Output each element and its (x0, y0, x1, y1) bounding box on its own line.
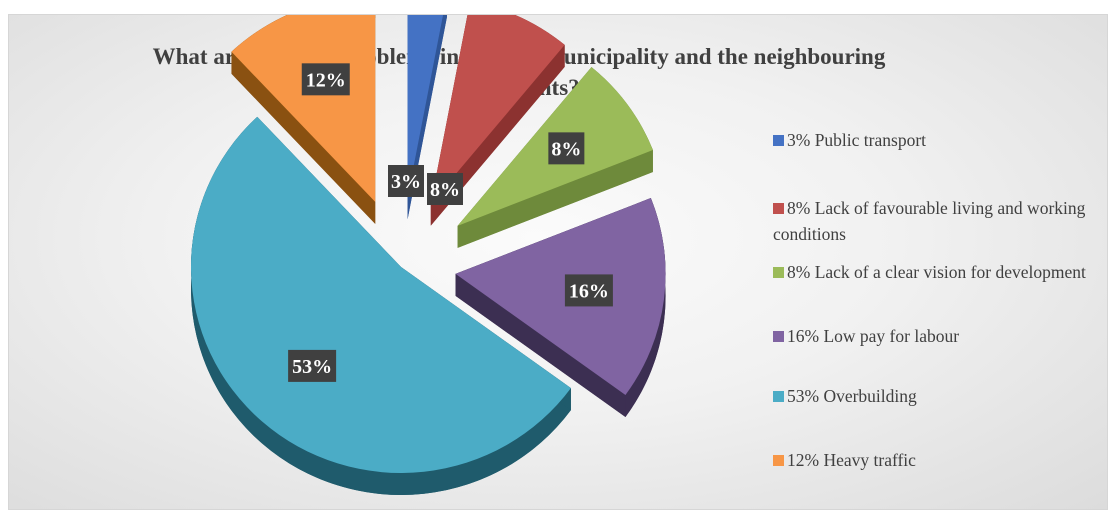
data-label-2: 8% (548, 132, 585, 165)
pie-slice-0 (407, 15, 444, 198)
data-label-box (548, 132, 585, 165)
data-label-box (288, 349, 337, 382)
data-label-5: 12% (301, 63, 350, 96)
legend-swatch (773, 203, 784, 214)
data-label-box (564, 274, 613, 307)
pie-slice-1 (430, 15, 565, 204)
pie-slice-wall (455, 273, 626, 417)
data-label-text: 8% (551, 138, 581, 160)
legend-item-living-conditions: 8% Lack of favourable living and working… (773, 195, 1107, 247)
legend-item-low-pay: 16% Low pay for labour (773, 323, 1107, 349)
data-label-box (388, 165, 424, 197)
data-label-1: 8% (427, 173, 463, 205)
pie-slice-wall (457, 150, 653, 248)
pie-data-labels: 3% 8% 8% 16% 53% 12% (288, 63, 613, 382)
pie-slice-5 (231, 15, 376, 202)
legend-item-heavy-traffic: 12% Heavy traffic (773, 447, 1107, 473)
legend-swatch (773, 267, 784, 278)
pie-slice-rim (625, 198, 666, 417)
chart-area: What are the main problems in Plovdiv mu… (8, 14, 1108, 510)
legend-item-public-transport: 3% Public transport (773, 127, 1107, 153)
pie-slice-wall (231, 51, 376, 224)
legend-swatch (773, 135, 784, 146)
legend-label: 16% Low pay for labour (787, 326, 960, 346)
legend-label: 3% Public transport (787, 130, 927, 150)
data-label-text: 53% (292, 356, 332, 378)
pie-slice-tops (191, 15, 666, 473)
data-label-text: 12% (306, 69, 346, 91)
data-label-4: 53% (288, 349, 337, 382)
data-label-3: 16% (564, 274, 613, 307)
legend-swatch (773, 455, 784, 466)
data-label-0: 3% (388, 165, 424, 197)
legend-item-overbuilding: 53% Overbuilding (773, 383, 1107, 409)
data-label-text: 3% (391, 171, 421, 193)
pie-slice-wall (430, 44, 565, 226)
legend-swatch (773, 391, 784, 402)
data-label-box (301, 63, 350, 96)
data-label-text: 16% (569, 280, 609, 302)
legend-label: 12% Heavy traffic (787, 450, 916, 470)
pie-chart: 3% 8% 8% 16% 53% 12% (191, 15, 666, 495)
legend-label: 53% Overbuilding (787, 386, 917, 406)
pie-slice-3 (455, 198, 666, 395)
legend-item-clear-vision: 8% Lack of a clear vision for developmen… (773, 259, 1107, 285)
legend-label: 8% Lack of a clear vision for developmen… (787, 262, 1086, 282)
data-label-text: 8% (430, 179, 460, 201)
legend-swatch (773, 331, 784, 342)
data-label-box (427, 173, 463, 205)
pie-slice-4 (191, 116, 571, 473)
legend-label: 8% Lack of favourable living and working… (773, 198, 1086, 244)
